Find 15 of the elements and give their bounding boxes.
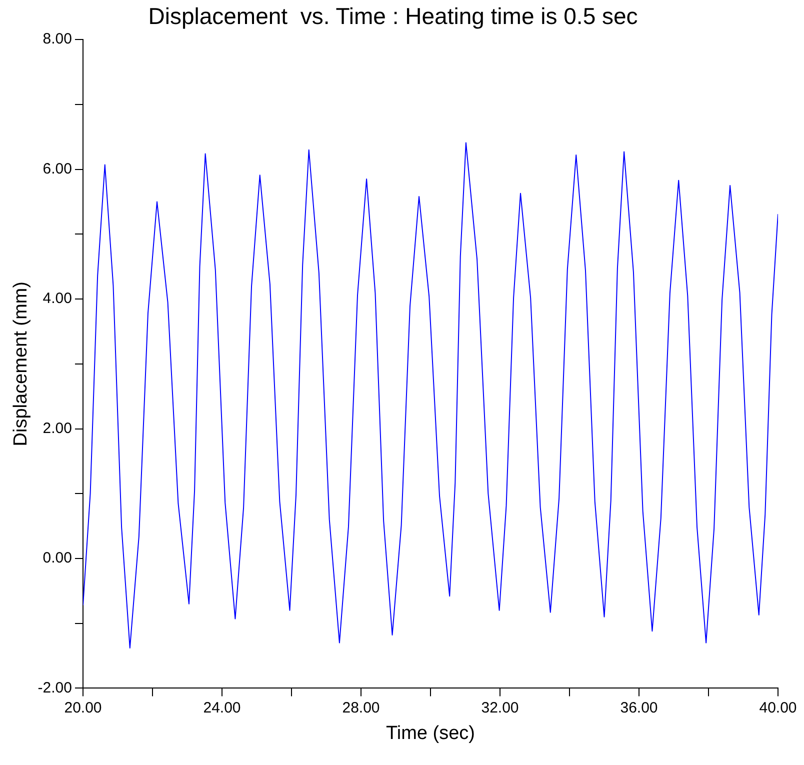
y-tick-label: 0.00 <box>42 550 72 567</box>
x-tick-label: 36.00 <box>620 699 658 716</box>
x-tick-label: 32.00 <box>481 699 519 716</box>
y-tick-label: 4.00 <box>42 290 72 308</box>
y-axis-title: Displacement (mm) <box>10 282 32 446</box>
x-tick-label: 28.00 <box>342 699 380 716</box>
y-tick-label: 2.00 <box>42 420 72 437</box>
y-tick-label: 8.00 <box>42 30 72 48</box>
y-tick-label: -2.00 <box>38 679 72 696</box>
x-tick-label: 20.00 <box>64 699 102 716</box>
x-axis-title: Time (sec) <box>386 722 476 744</box>
chart-title: Displacement vs. Time : Heating time is 0.5 sec <box>148 3 638 30</box>
x-tick-label: 24.00 <box>203 699 241 716</box>
x-tick-label: 40.00 <box>759 699 797 716</box>
y-tick-label: 6.00 <box>42 160 72 178</box>
